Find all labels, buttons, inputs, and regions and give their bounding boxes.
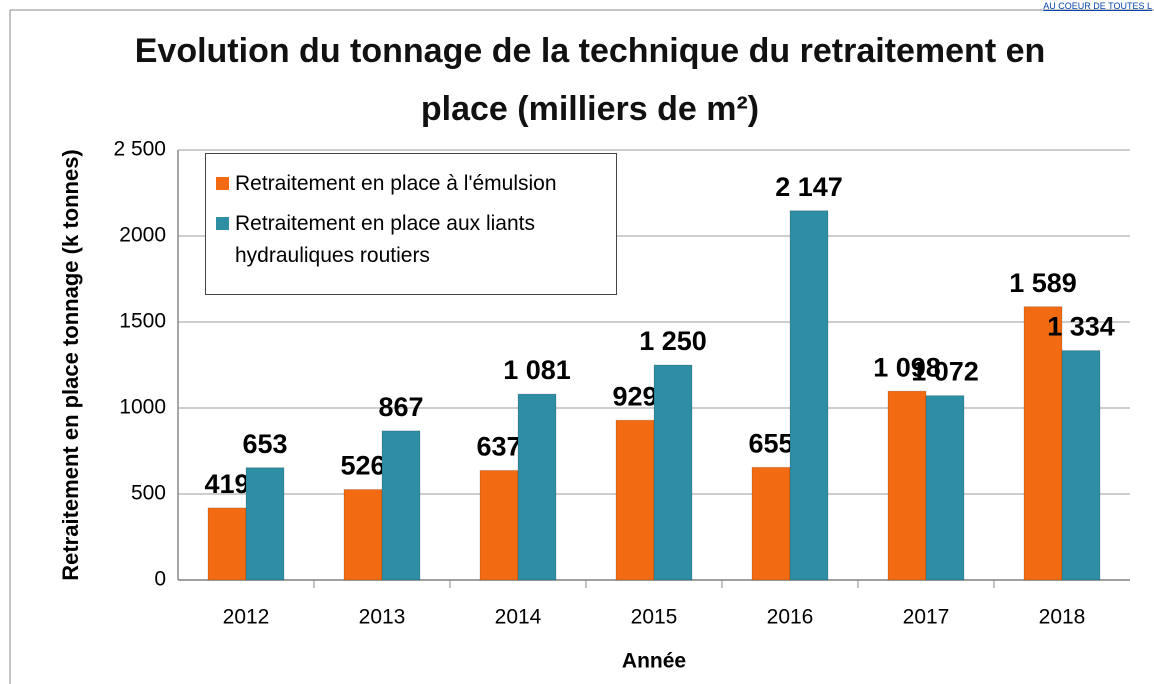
y-tick-label: 500 xyxy=(131,482,166,505)
x-tick-label: 2013 xyxy=(359,606,406,629)
y-tick-label: 0 xyxy=(154,568,166,591)
data-label: 419 xyxy=(204,469,249,499)
data-label: 655 xyxy=(748,428,793,458)
bar xyxy=(925,395,965,581)
x-tick-label: 2012 xyxy=(223,606,270,629)
y-axis-label: Retraitement en place tonnage (k tonnes) xyxy=(58,149,83,581)
bar xyxy=(653,364,693,581)
bar xyxy=(245,467,285,581)
legend-swatch xyxy=(216,177,229,190)
legend-label: Retraitement en place à l'émulsion xyxy=(235,172,557,195)
data-label: 1 098 xyxy=(873,352,941,382)
legend-label: Retraitement en place aux liants hydraul… xyxy=(235,212,535,267)
bar xyxy=(381,430,421,581)
data-label: 1 334 xyxy=(1047,312,1115,342)
bar xyxy=(1061,350,1101,581)
bar xyxy=(789,210,829,581)
x-tick-label: 2018 xyxy=(1039,606,1086,629)
data-label: 1 250 xyxy=(639,326,707,356)
y-tick-label: 1500 xyxy=(119,310,166,333)
y-tick-label: 2000 xyxy=(119,224,166,247)
data-label: 1 072 xyxy=(911,357,979,387)
bar xyxy=(207,507,247,581)
bar xyxy=(615,419,655,581)
y-tick-label: 2 500 xyxy=(113,138,166,161)
x-axis-label: Année xyxy=(622,650,686,673)
bar xyxy=(887,390,927,581)
bar xyxy=(517,393,557,581)
bar xyxy=(1023,306,1063,581)
legend-swatch xyxy=(216,217,229,230)
data-label: 653 xyxy=(242,429,287,459)
bar xyxy=(343,489,383,581)
chart-title: Evolution du tonnage de la technique du … xyxy=(134,32,1046,128)
data-label: 867 xyxy=(378,392,423,422)
data-label: 929 xyxy=(612,381,657,411)
data-label: 637 xyxy=(476,432,521,462)
data-label: 1 589 xyxy=(1009,268,1077,298)
x-tick-label: 2015 xyxy=(631,606,678,629)
data-label: 1 081 xyxy=(503,355,571,385)
annotation: AU COEUR DE TOUTES L xyxy=(1043,1,1152,11)
x-tick-label: 2017 xyxy=(903,606,950,629)
x-tick-label: 2014 xyxy=(495,606,542,629)
legend: Retraitement en place à l'émulsion Retrai… xyxy=(205,153,617,295)
x-tick-label: 2016 xyxy=(767,606,814,629)
legend-item: Retraitement en place aux liants hydraul… xyxy=(216,208,606,272)
y-tick-label: 1000 xyxy=(119,396,166,419)
bar xyxy=(479,469,519,581)
data-label: 526 xyxy=(340,451,385,481)
bar xyxy=(751,466,791,581)
data-label: 2 147 xyxy=(775,172,843,202)
legend-item: Retraitement en place à l'émulsion xyxy=(216,168,606,200)
